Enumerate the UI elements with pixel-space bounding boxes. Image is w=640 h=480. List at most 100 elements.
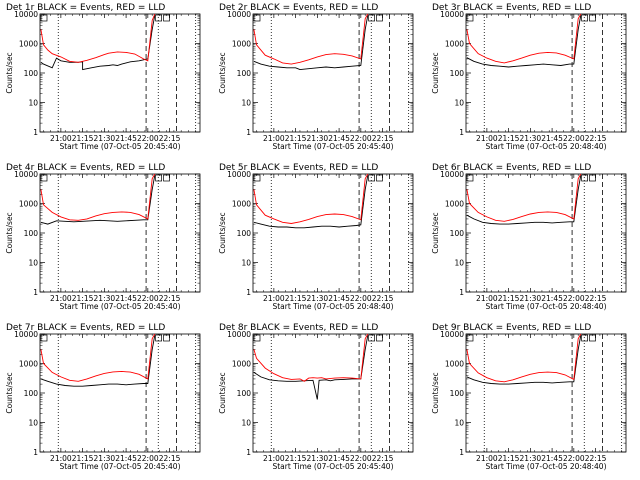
corner-box-marker xyxy=(253,14,261,22)
x-axis-label: Start Time (07-Oct-05 20:45:40) xyxy=(59,302,180,311)
y-tick-label: 10000 xyxy=(227,10,251,19)
x-tick-label: 21:30 xyxy=(94,134,116,143)
y-tick-label: 1 xyxy=(459,448,464,457)
y-tick-label: 1 xyxy=(246,128,251,137)
x-axis-label: Start Time (07-Oct-05 20:48:40) xyxy=(485,462,606,471)
y-tick-label: 1000 xyxy=(19,360,38,369)
y-tick-label: 10 xyxy=(241,419,251,428)
y-tick-label: 100 xyxy=(24,229,39,238)
y-axis-label: Counts/sec xyxy=(218,212,227,253)
lld-series-line xyxy=(40,13,156,63)
x-tick-label: 22:00 xyxy=(137,294,159,303)
events-series-line xyxy=(40,335,156,387)
x-axis-label: Start Time (07-Oct-05 20:45:40) xyxy=(59,142,180,151)
panel-title: Det 2r BLACK = Events, RED = LLD xyxy=(219,3,378,13)
corner-box-marker xyxy=(40,334,48,342)
y-tick-label: 10000 xyxy=(14,170,38,179)
x-tick-label: 22:15 xyxy=(585,134,607,143)
corner-box-marker xyxy=(589,334,596,342)
x-tick-label: 21:45 xyxy=(328,294,350,303)
x-tick-label: 21:00 xyxy=(50,454,72,463)
y-tick-label: 1000 xyxy=(232,360,251,369)
y-tick-label: 10 xyxy=(241,259,251,268)
y-tick-label: 10000 xyxy=(440,330,464,339)
y-axis-label: Counts/sec xyxy=(431,52,440,93)
x-axis-label: Start Time (07-Oct-05 20:45:40) xyxy=(59,462,180,471)
x-tick-label: 21:30 xyxy=(520,454,542,463)
x-axis-label: Start Time (07-Oct-05 20:45:40) xyxy=(272,462,393,471)
plot-panel-9: Det 9r BLACK = Events, RED = LLD 1 10 100 10… xyxy=(431,323,627,471)
x-tick-label: 22:15 xyxy=(372,134,394,143)
y-tick-label: 100 xyxy=(24,69,39,78)
x-tick-label: 22:00 xyxy=(350,294,372,303)
y-tick-label: 100 xyxy=(450,389,465,398)
plot-panel-4: Det 4r BLACK = Events, RED = LLD 1 10 100 10… xyxy=(5,163,201,311)
x-tick-label: 22:00 xyxy=(563,294,585,303)
x-tick-label: 21:30 xyxy=(307,134,329,143)
corner-box-marker xyxy=(581,14,589,22)
y-tick-label: 10000 xyxy=(14,330,38,339)
corner-box-marker xyxy=(368,174,376,182)
lld-series-line xyxy=(466,13,582,64)
y-axis-label: Counts/sec xyxy=(5,372,14,413)
plot-frame xyxy=(39,173,201,293)
x-tick-label: 21:45 xyxy=(541,454,563,463)
y-tick-label: 1000 xyxy=(445,360,464,369)
x-tick-label: 22:15 xyxy=(585,294,607,303)
panel-title: Det 3r BLACK = Events, RED = LLD xyxy=(432,3,591,13)
x-tick-label: 21:30 xyxy=(94,454,116,463)
x-tick-label: 21:15 xyxy=(72,454,94,463)
lld-series-line xyxy=(253,173,369,224)
y-tick-label: 10 xyxy=(28,259,38,268)
y-tick-label: 10 xyxy=(28,99,38,108)
plot-frame xyxy=(39,13,201,133)
x-tick-label: 22:15 xyxy=(159,294,181,303)
y-tick-label: 100 xyxy=(24,389,39,398)
lld-series-line xyxy=(40,333,156,382)
y-tick-label: 1 xyxy=(459,128,464,137)
y-tick-label: 10000 xyxy=(440,170,464,179)
x-tick-label: 21:00 xyxy=(263,134,285,143)
events-series-line xyxy=(253,15,369,71)
panel-title: Det 1r BLACK = Events, RED = LLD xyxy=(6,3,165,13)
x-tick-label: 22:00 xyxy=(350,134,372,143)
y-axis-label: Counts/sec xyxy=(431,372,440,413)
y-tick-label: 1000 xyxy=(19,40,38,49)
y-tick-label: 100 xyxy=(237,389,252,398)
corner-box-marker xyxy=(589,14,596,22)
x-tick-label: 21:45 xyxy=(328,134,350,143)
plot-frame xyxy=(465,333,627,453)
x-tick-label: 21:15 xyxy=(498,134,520,143)
x-axis-label: Start Time (07-Oct-05 20:45:40) xyxy=(272,142,393,151)
x-tick-label: 21:15 xyxy=(498,454,520,463)
x-tick-label: 21:15 xyxy=(72,134,94,143)
x-tick-label: 21:45 xyxy=(328,454,350,463)
y-tick-label: 1 xyxy=(33,128,38,137)
events-series-line xyxy=(253,175,369,229)
x-tick-label: 21:15 xyxy=(285,294,307,303)
y-tick-label: 10000 xyxy=(14,10,38,19)
plot-frame xyxy=(39,333,201,453)
plot-frame xyxy=(252,173,414,293)
corner-box-marker xyxy=(163,174,170,182)
y-tick-label: 1 xyxy=(33,448,38,457)
panel-title: Det 4r BLACK = Events, RED = LLD xyxy=(6,163,165,173)
y-tick-label: 10 xyxy=(454,99,464,108)
corner-box-marker xyxy=(589,174,596,182)
y-tick-label: 100 xyxy=(450,69,465,78)
x-tick-label: 21:00 xyxy=(263,454,285,463)
panel-title: Det 8r BLACK = Events, RED = LLD xyxy=(219,323,378,333)
corner-box-marker xyxy=(40,14,48,22)
plot-frame xyxy=(252,333,414,453)
corner-box-marker xyxy=(376,14,383,22)
y-tick-label: 10000 xyxy=(227,170,251,179)
x-tick-label: 21:30 xyxy=(520,294,542,303)
y-tick-label: 1 xyxy=(33,288,38,297)
x-tick-label: 21:00 xyxy=(476,454,498,463)
y-axis-label: Counts/sec xyxy=(5,52,14,93)
y-tick-label: 1 xyxy=(459,288,464,297)
y-tick-label: 100 xyxy=(450,229,465,238)
corner-box-marker xyxy=(253,174,261,182)
x-tick-label: 21:00 xyxy=(50,134,72,143)
x-tick-label: 21:45 xyxy=(541,134,563,143)
